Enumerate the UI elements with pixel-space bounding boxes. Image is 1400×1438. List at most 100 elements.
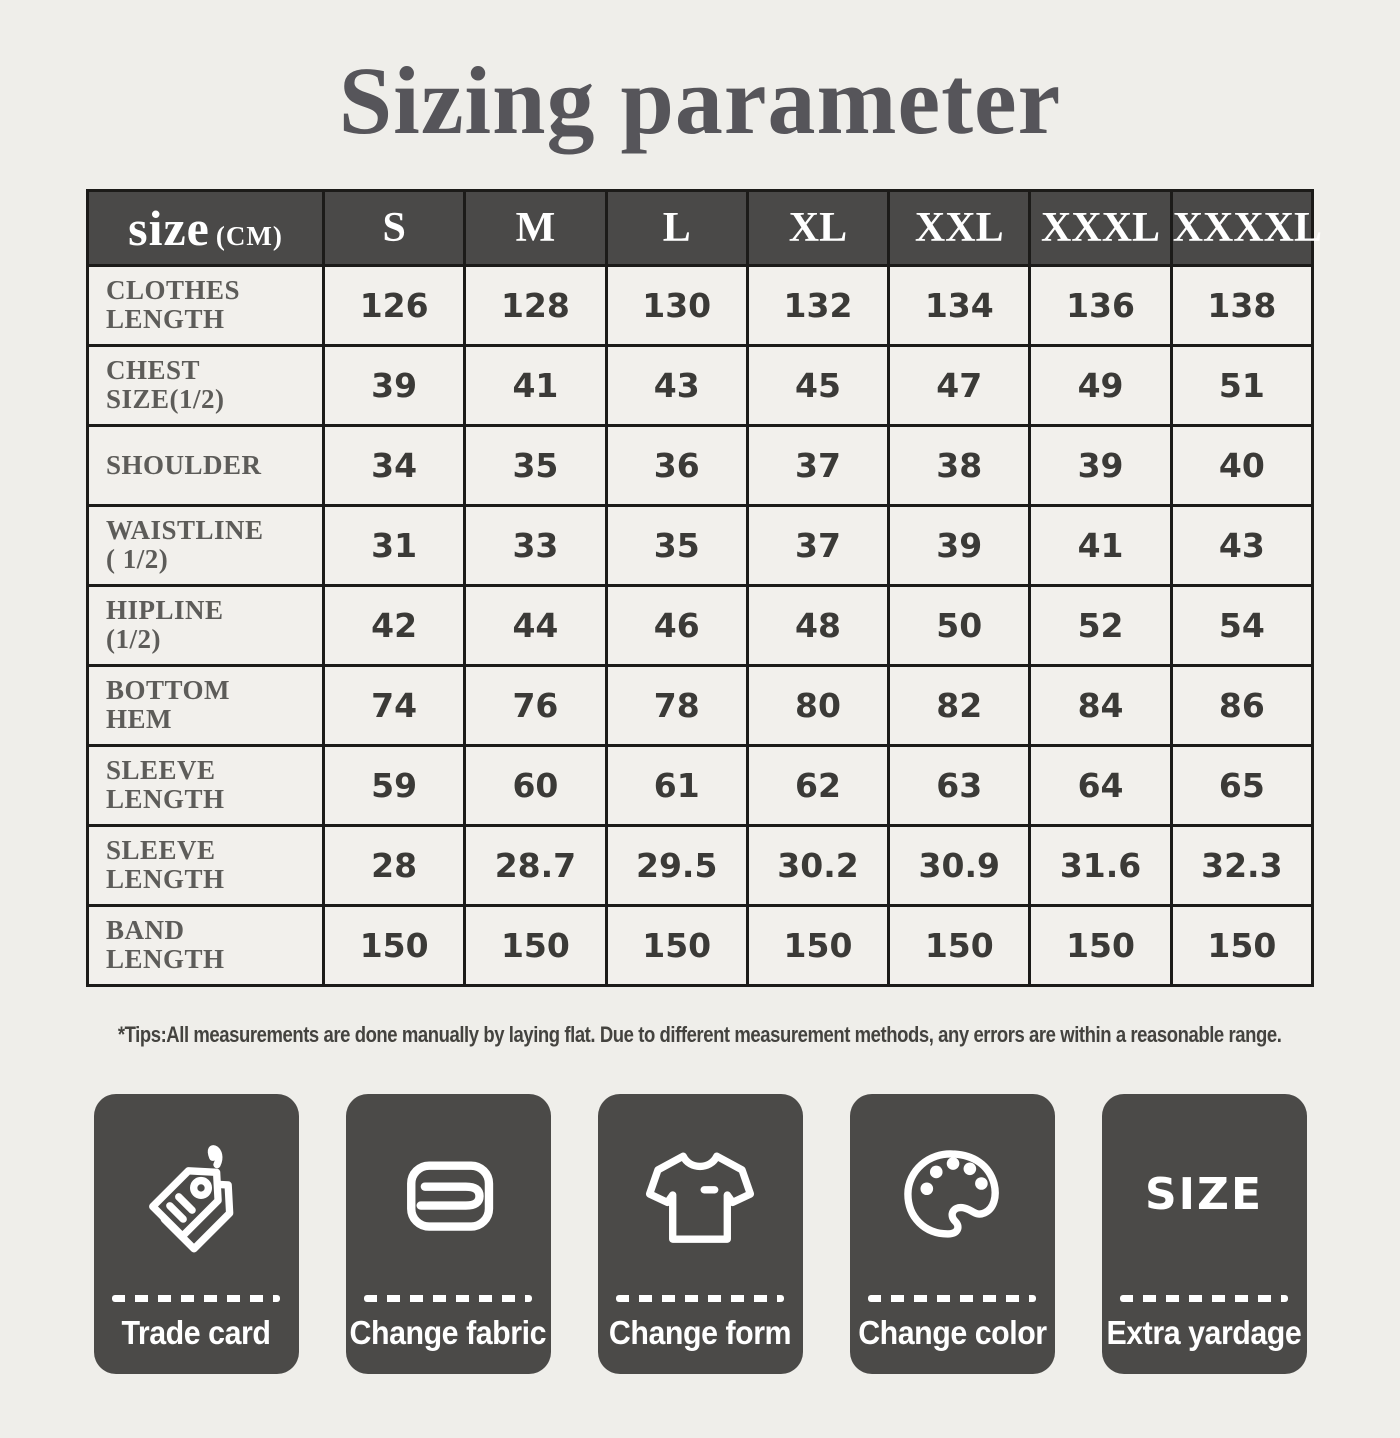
tips-note: *Tips:All measurements are done manually…: [118, 1021, 1282, 1047]
size-value-cell: 41: [1028, 503, 1173, 587]
size-value-cell: 59: [321, 743, 467, 827]
size-value-cell: 43: [1169, 503, 1315, 587]
row-label: WAISTLINE( 1/2): [86, 503, 325, 587]
table-row: SHOULDER 34 35 36 37 38 39 40: [86, 423, 1315, 507]
size-value-cell: 134: [887, 263, 1032, 347]
size-column-header: M: [463, 188, 608, 267]
size-value-cell: 80: [745, 663, 891, 747]
size-value-cell: 150: [604, 903, 749, 987]
size-value-cell: 37: [745, 423, 891, 507]
table-row: CLOTHES LENGTH 126 128 130 132 134 136 138: [86, 263, 1315, 347]
feature-card-change-form: Change form: [597, 1093, 803, 1374]
feature-card-trade-card: Trade card: [93, 1093, 299, 1374]
size-value-cell: 61: [604, 743, 749, 827]
size-value-cell: 41: [463, 343, 608, 427]
size-value-cell: 28.7: [463, 823, 608, 907]
row-label: SLEEVE LENGTH: [86, 743, 325, 827]
size-value-cell: 44: [463, 583, 608, 667]
size-value-cell: 60: [463, 743, 608, 827]
size-value-cell: 34: [321, 423, 467, 507]
size-value-cell: 29.5: [604, 823, 749, 907]
size-value-cell: 31.6: [1028, 823, 1173, 907]
feature-card-change-fabric: Change fabric: [345, 1093, 551, 1374]
table-row: CHEST SIZE(1/2) 39 41 43 45 47 49 51: [86, 343, 1315, 427]
size-column-header: L: [604, 188, 749, 267]
size-value-cell: 78: [604, 663, 749, 747]
size-value-cell: 30.9: [887, 823, 1032, 907]
size-value-cell: 84: [1028, 663, 1173, 747]
dashed-divider: [616, 1294, 784, 1302]
size-value-cell: 36: [604, 423, 749, 507]
size-value-cell: 82: [887, 663, 1032, 747]
size-value-cell: 32.3: [1169, 823, 1315, 907]
size-value-cell: 150: [1169, 903, 1315, 987]
size-value-cell: 150: [1028, 903, 1173, 987]
size-value-cell: 150: [463, 903, 608, 987]
size-value-cell: 33: [463, 503, 608, 587]
sizing-infographic: Sizing parameter size (CM) S M L XL XXL XXXL XX…: [0, 38, 1400, 1438]
price-tag-icon: [94, 1094, 299, 1295]
page-title: Sizing parameter: [338, 47, 1062, 154]
size-column-header: S: [321, 188, 467, 267]
row-label: SLEEVE LENGTH: [86, 823, 325, 907]
row-label: SHOULDER: [86, 423, 325, 507]
size-column-header: XXL: [887, 188, 1032, 267]
size-table-body: CLOTHES LENGTH 126 128 130 132 134 136 138 CHEST S…: [86, 263, 1315, 987]
size-value-cell: 50: [887, 583, 1032, 667]
size-column-header: XXXL: [1028, 188, 1173, 267]
size-value-cell: 35: [463, 423, 608, 507]
feature-card-extra-yardage: SIZE Extra yardage: [1101, 1093, 1307, 1374]
dashed-divider: [1120, 1294, 1288, 1302]
feature-card-label: Extra yardage: [1106, 1313, 1302, 1351]
size-value-cell: 52: [1028, 583, 1173, 667]
size-value-cell: 37: [745, 503, 891, 587]
size-value-cell: 62: [745, 743, 891, 827]
size-value-cell: 128: [463, 263, 608, 347]
size-value-cell: 48: [745, 583, 891, 667]
feature-card-label: Change fabric: [349, 1313, 547, 1351]
feature-card-change-color: Change color: [849, 1093, 1055, 1374]
size-table: size (CM) S M L XL XXL XXXL XXXXL CLOTHES LENGTH…: [86, 188, 1322, 987]
size-table-header-row: size (CM) S M L XL XXL XXXL XXXXL: [86, 188, 1322, 267]
size-value-cell: 136: [1028, 263, 1173, 347]
size-value-cell: 38: [887, 423, 1032, 507]
tshirt-icon: [598, 1094, 803, 1295]
table-row: BAND LENGTH 150 150 150 150 150 150 150: [86, 903, 1315, 987]
size-value-cell: 49: [1028, 343, 1173, 427]
size-value-cell: 76: [463, 663, 608, 747]
dashed-divider: [112, 1294, 280, 1302]
folded-fabric-icon: [346, 1094, 551, 1295]
size-value-cell: 35: [604, 503, 749, 587]
size-unit-header-cell: size (CM): [86, 188, 325, 267]
size-value-cell: 86: [1169, 663, 1315, 747]
size-value-cell: 130: [604, 263, 749, 347]
row-label: BOTTOM HEM: [86, 663, 325, 747]
row-label: BAND LENGTH: [86, 903, 325, 987]
cm-unit-label: (CM): [215, 220, 283, 251]
tips-row: *Tips:All measurements are done manually…: [0, 1000, 1400, 1070]
size-value-cell: 54: [1169, 583, 1315, 667]
size-value-cell: 64: [1028, 743, 1173, 827]
table-row: SLEEVE LENGTH 59 60 61 62 63 64 65: [86, 743, 1315, 827]
table-row: SLEEVE LENGTH 28 28.7 29.5 30.2 30.9 31.6 32.3: [86, 823, 1315, 907]
feature-card-label: Change color: [857, 1313, 1047, 1351]
size-value-cell: 150: [745, 903, 891, 987]
row-label: HIPLINE (1/2): [86, 583, 325, 667]
row-label: CLOTHES LENGTH: [86, 263, 325, 347]
size-value-cell: 39: [321, 343, 467, 427]
table-row: BOTTOM HEM 74 76 78 80 82 84 86: [86, 663, 1315, 747]
size-value-cell: 46: [604, 583, 749, 667]
size-text-icon: SIZE: [1144, 1168, 1264, 1220]
size-value-cell: 63: [887, 743, 1032, 827]
size-value-cell: 30.2: [745, 823, 891, 907]
size-value-cell: 150: [887, 903, 1032, 987]
table-row: HIPLINE (1/2) 42 44 46 48 50 52 54: [86, 583, 1315, 667]
size-value-cell: 74: [321, 663, 467, 747]
size-column-header: XXXXL: [1169, 188, 1322, 267]
feature-card-label: Change form: [608, 1313, 792, 1351]
size-value-cell: 42: [321, 583, 467, 667]
size-value-cell: 126: [321, 263, 467, 347]
size-value-cell: 132: [745, 263, 891, 347]
dashed-divider: [868, 1294, 1036, 1302]
size-value-cell: 28: [321, 823, 467, 907]
